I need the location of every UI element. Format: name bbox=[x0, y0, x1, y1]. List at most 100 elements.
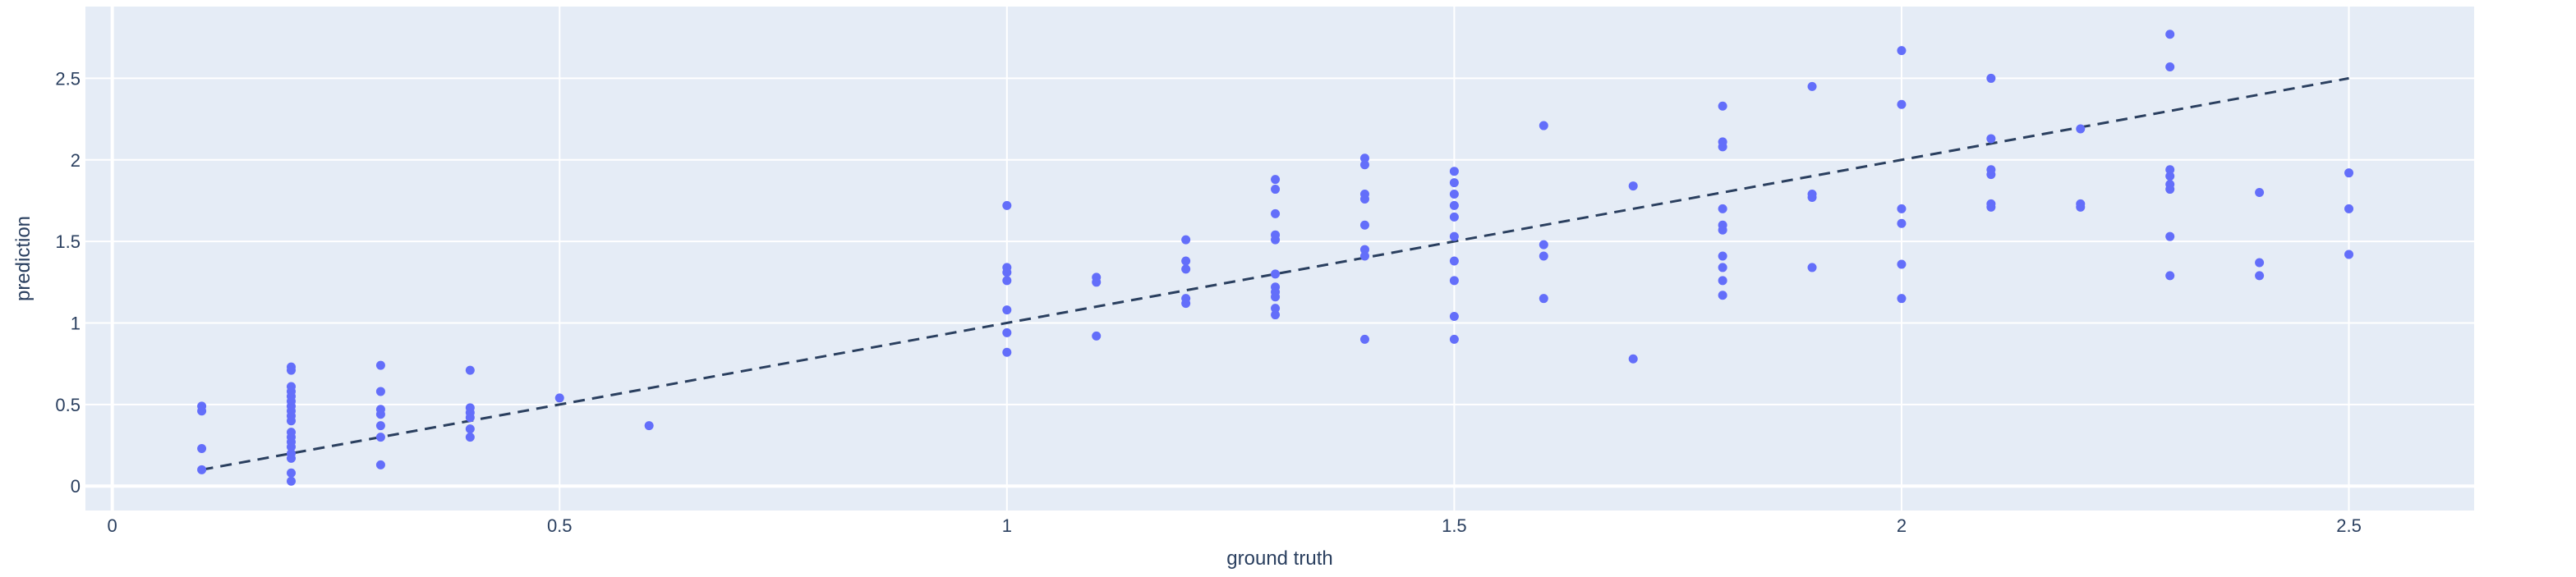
data-point bbox=[1897, 294, 1907, 304]
y-axis-title: prediction bbox=[12, 216, 34, 301]
data-point bbox=[1002, 200, 1012, 210]
x-tick-label: 0 bbox=[108, 515, 117, 536]
x-tick-label: 0.5 bbox=[547, 515, 573, 536]
data-point bbox=[1718, 204, 1727, 213]
data-point bbox=[375, 387, 385, 396]
x-tick-label: 2.5 bbox=[2336, 515, 2362, 536]
data-point bbox=[197, 401, 207, 411]
data-point bbox=[1539, 121, 1548, 131]
data-point bbox=[1002, 263, 1012, 272]
data-point bbox=[1718, 220, 1727, 230]
gridlines bbox=[85, 7, 2474, 511]
data-point bbox=[1359, 153, 1369, 163]
y-tick-label: 0.5 bbox=[55, 395, 80, 415]
data-point bbox=[1897, 204, 1907, 213]
data-point bbox=[1181, 294, 1191, 304]
data-point bbox=[1271, 310, 1281, 320]
data-point bbox=[2076, 199, 2086, 208]
data-point bbox=[375, 460, 385, 469]
data-point bbox=[375, 360, 385, 370]
data-point bbox=[1002, 305, 1012, 315]
data-point bbox=[1449, 276, 1459, 286]
data-point bbox=[1539, 294, 1548, 304]
data-point bbox=[465, 403, 475, 413]
data-point bbox=[1539, 240, 1548, 250]
y-tick-label: 2 bbox=[71, 150, 80, 171]
data-point bbox=[1271, 185, 1281, 195]
reference-line-layer bbox=[201, 76, 2349, 471]
x-tick-label: 1 bbox=[1002, 515, 1012, 536]
data-point bbox=[2165, 62, 2175, 72]
data-point bbox=[1181, 235, 1191, 245]
tick-labels: 0 0.5 1 1.5 2 2.5 0 0.5 1 1.5 2 2.5 bbox=[55, 68, 2361, 536]
data-point bbox=[1359, 251, 1369, 261]
data-point bbox=[465, 433, 475, 442]
data-point bbox=[1986, 73, 1996, 83]
data-point bbox=[287, 448, 297, 458]
data-point bbox=[1449, 334, 1459, 344]
data-point bbox=[2344, 168, 2354, 178]
data-point bbox=[1449, 167, 1459, 176]
data-point bbox=[1359, 220, 1369, 230]
data-point bbox=[1359, 190, 1369, 199]
data-point bbox=[1359, 245, 1369, 254]
data-point bbox=[1897, 46, 1907, 56]
data-point bbox=[465, 365, 475, 375]
data-point bbox=[1002, 327, 1012, 337]
data-point bbox=[1718, 263, 1727, 272]
data-point bbox=[375, 433, 385, 442]
data-point bbox=[465, 424, 475, 434]
data-points bbox=[197, 30, 2354, 486]
data-point bbox=[1449, 256, 1459, 266]
data-point bbox=[1271, 269, 1281, 279]
data-point bbox=[1897, 259, 1907, 269]
data-point bbox=[1271, 175, 1281, 185]
data-point bbox=[2165, 172, 2175, 181]
data-point bbox=[1807, 190, 1817, 199]
data-point bbox=[1449, 231, 1459, 241]
data-point bbox=[1628, 181, 1638, 191]
data-point bbox=[1986, 134, 1996, 144]
x-axis-title: ground truth bbox=[1226, 547, 1332, 570]
data-point bbox=[1181, 264, 1191, 274]
data-point bbox=[644, 421, 654, 431]
data-point bbox=[2165, 165, 2175, 175]
data-point bbox=[1986, 165, 1996, 175]
x-tick-label: 2 bbox=[1897, 515, 1907, 536]
data-point bbox=[554, 393, 564, 403]
data-point bbox=[1002, 276, 1012, 286]
y-tick-label: 0 bbox=[71, 476, 80, 497]
data-point bbox=[1718, 291, 1727, 300]
data-point bbox=[2344, 250, 2354, 259]
data-point bbox=[2255, 188, 2265, 198]
data-point bbox=[1628, 354, 1638, 364]
y-tick-label: 1.5 bbox=[55, 231, 80, 252]
data-point bbox=[1449, 212, 1459, 222]
data-point bbox=[2165, 30, 2175, 39]
reference-line bbox=[201, 76, 2349, 471]
data-point bbox=[197, 465, 207, 474]
data-point bbox=[2344, 204, 2354, 213]
data-point bbox=[1092, 331, 1102, 341]
data-point bbox=[197, 443, 207, 453]
data-point bbox=[2165, 271, 2175, 281]
data-point bbox=[2076, 124, 2086, 134]
data-point bbox=[1271, 282, 1281, 292]
data-point bbox=[1718, 251, 1727, 261]
data-point bbox=[375, 405, 385, 414]
data-point bbox=[1718, 101, 1727, 111]
data-point bbox=[2165, 180, 2175, 190]
y-tick-label: 1 bbox=[71, 313, 80, 333]
data-point bbox=[1807, 263, 1817, 272]
data-point bbox=[287, 382, 297, 392]
data-point bbox=[375, 421, 385, 431]
data-point bbox=[1897, 218, 1907, 228]
data-point bbox=[1897, 99, 1907, 109]
data-point bbox=[1539, 251, 1548, 261]
data-point bbox=[1271, 230, 1281, 240]
data-point bbox=[287, 428, 297, 437]
data-point bbox=[287, 362, 297, 372]
data-point bbox=[287, 476, 297, 486]
